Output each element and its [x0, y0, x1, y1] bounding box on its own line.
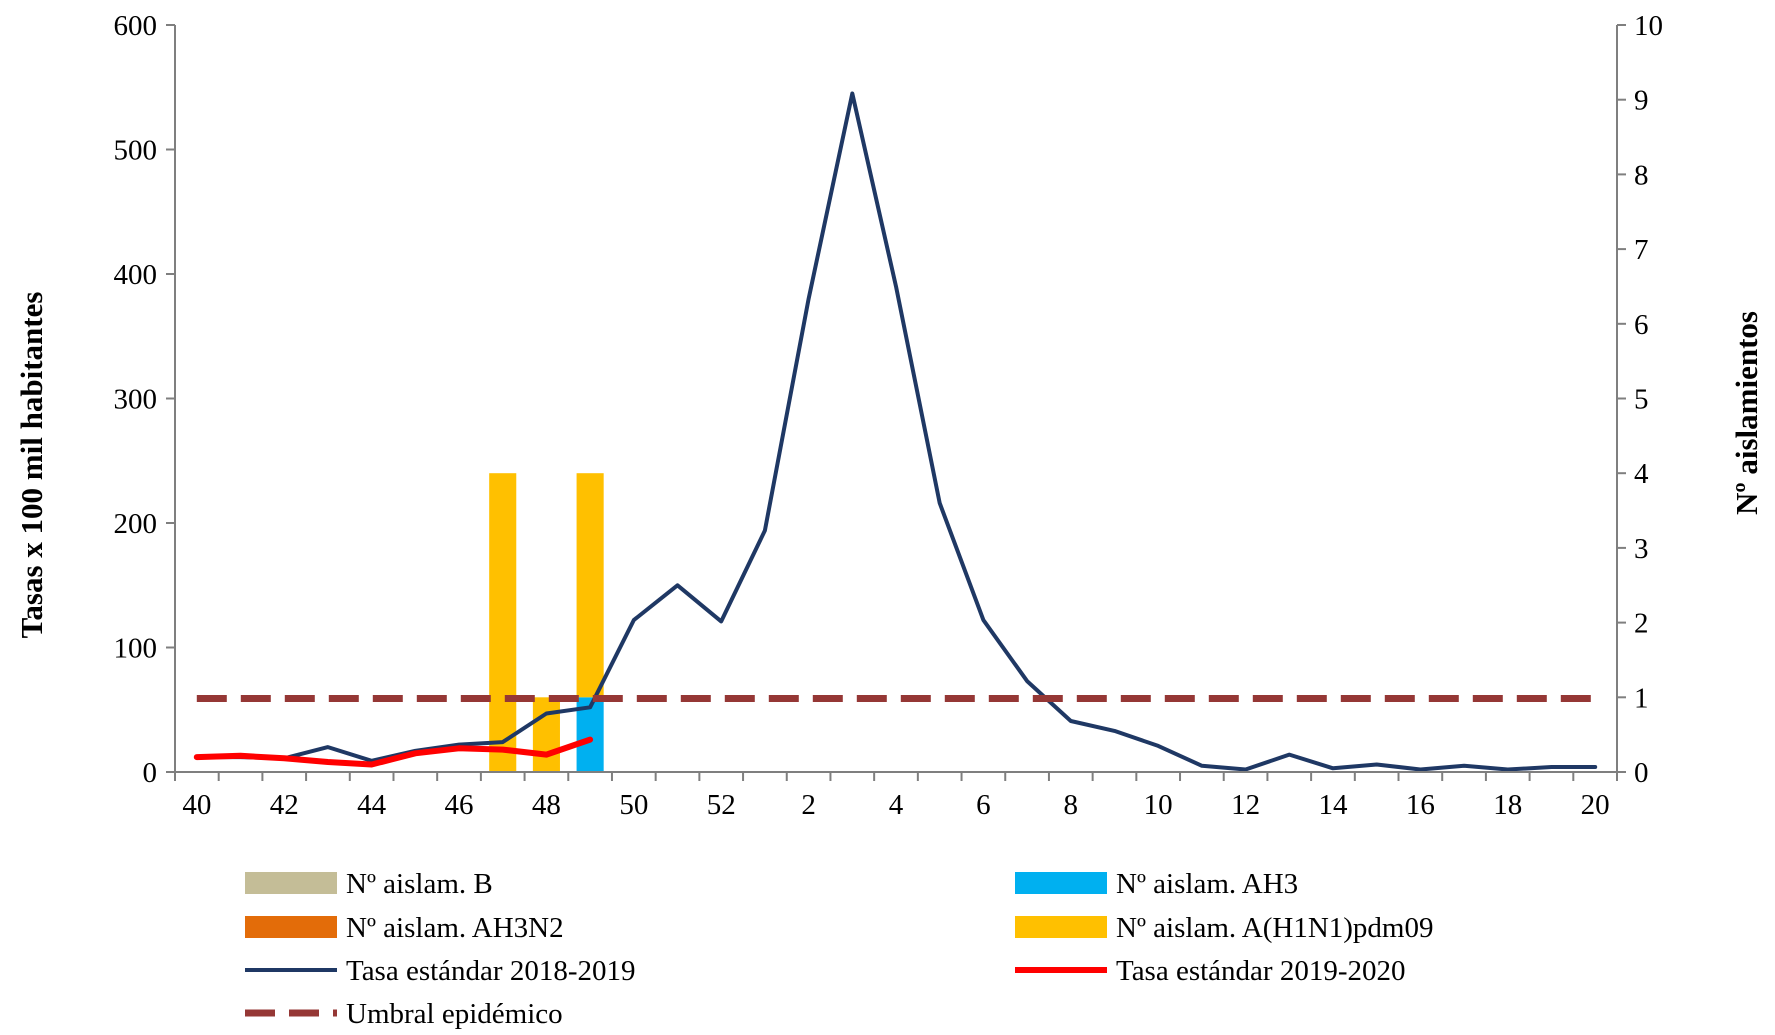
x-tick-label: 12	[1231, 789, 1260, 821]
y-left-tick-label: 100	[114, 633, 158, 665]
legend-label: Nº aislam. AH3N2	[346, 912, 564, 944]
x-tick-label: 18	[1493, 789, 1522, 821]
legend-label: Nº aislam. A(H1N1)pdm09	[1116, 912, 1434, 944]
y-right-tick-label: 9	[1634, 85, 1649, 117]
legend-label: Nº aislam. AH3	[1116, 868, 1298, 900]
legend: Nº aislam. B Nº aislam. AH3 Nº aislam. AH3…	[245, 868, 1434, 1030]
y-left-tick-label: 0	[143, 757, 158, 789]
y-right-tick-label: 3	[1634, 533, 1649, 565]
y-right-tick-label: 1	[1634, 682, 1649, 714]
legend-swatch	[245, 916, 337, 938]
y-axis-right-title: Nº aislamientos	[1729, 311, 1764, 515]
x-tick-label: 40	[182, 789, 211, 821]
bar	[532, 697, 560, 772]
bar	[576, 473, 604, 698]
x-tick-label: 6	[976, 789, 991, 821]
x-tick-label: 16	[1406, 789, 1435, 821]
y-left-tick-label: 500	[114, 135, 158, 167]
x-tick-label: 50	[619, 789, 648, 821]
x-tick-label: 10	[1144, 789, 1173, 821]
y-axis-left-title: Tasas x 100 mil habitantes	[14, 292, 49, 639]
y-right-tick-label: 4	[1634, 458, 1649, 490]
y-right-tick-label: 10	[1634, 10, 1663, 42]
legend-swatch	[1015, 916, 1107, 938]
x-tick-label: 44	[357, 789, 387, 821]
series-line	[193, 736, 594, 768]
x-tick-label: 48	[532, 789, 561, 821]
bars-layer	[489, 473, 604, 772]
x-tick-label: 46	[445, 789, 474, 821]
y-right-tick-label: 0	[1634, 757, 1649, 789]
legend-label: Tasa estándar 2019-2020	[1116, 955, 1406, 987]
y-left-tick-label: 300	[114, 384, 158, 416]
y-right-tick-label: 5	[1634, 384, 1649, 416]
x-tick-label: 4	[889, 789, 904, 821]
x-tick-label: 20	[1581, 789, 1610, 821]
y-left-tick-label: 200	[114, 508, 158, 540]
legend-label: Tasa estándar 2018-2019	[346, 955, 636, 987]
legend-swatch	[245, 872, 337, 894]
x-tick-label: 8	[1064, 789, 1079, 821]
legend-label: Umbral epidémico	[346, 998, 563, 1030]
lines-layer	[193, 91, 1598, 772]
y-right-tick-label: 7	[1634, 234, 1649, 266]
y-right-tick-label: 2	[1634, 608, 1649, 640]
legend-swatch	[1015, 872, 1107, 894]
y-right-tick-label: 8	[1634, 159, 1649, 191]
y-left-tick-label: 600	[114, 10, 158, 42]
series-line	[194, 91, 1598, 772]
bar	[489, 473, 517, 772]
x-tick-label: 52	[707, 789, 736, 821]
x-tick-label: 2	[801, 789, 816, 821]
x-tick-label: 14	[1318, 789, 1348, 821]
y-left-tick-label: 400	[114, 259, 158, 291]
y-right-tick-label: 6	[1634, 309, 1649, 341]
legend-label: Nº aislam. B	[346, 868, 493, 900]
x-tick-label: 42	[270, 789, 299, 821]
